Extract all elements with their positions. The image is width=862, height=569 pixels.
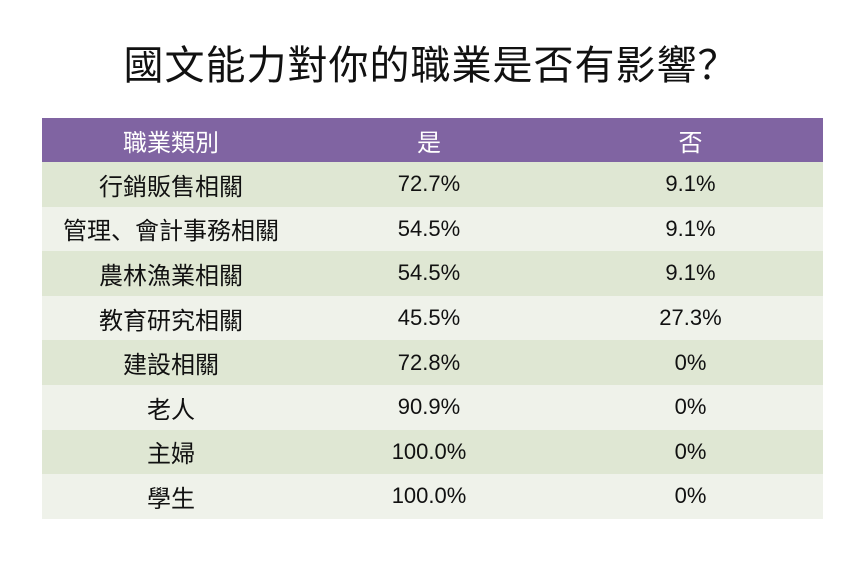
no-percent-cell: 9.1% (558, 251, 823, 296)
occupation-cell: 管理、會計事務相關 (42, 206, 300, 252)
occupation-cell: 農林漁業相關 (42, 251, 300, 296)
yes-percent-cell: 72.8% (300, 340, 558, 385)
column-header-occupation: 職業類別 (42, 118, 300, 162)
table-row: 管理、會計事務相關 54.5% 9.1% (42, 206, 823, 252)
yes-percent-cell: 90.9% (300, 384, 558, 430)
yes-percent-cell: 45.5% (300, 295, 558, 341)
table-row: 教育研究相關 45.5% 27.3% (42, 295, 823, 341)
yes-percent-cell: 54.5% (300, 251, 558, 296)
no-percent-cell: 27.3% (558, 295, 823, 341)
table-row: 行銷販售相關 72.7% 9.1% (42, 162, 823, 207)
table-header-row: 職業類別 是 否 (42, 118, 823, 162)
no-percent-cell: 0% (558, 429, 823, 475)
occupation-cell: 行銷販售相關 (42, 162, 300, 207)
table-row: 學生 100.0% 0% (42, 474, 823, 519)
table-row: 主婦 100.0% 0% (42, 429, 823, 475)
occupation-impact-table: 職業類別 是 否 行銷販售相關 72.7% 9.1% 管理、會計事務相關 54.5% 9.… (42, 118, 823, 519)
no-percent-cell: 9.1% (558, 162, 823, 207)
table-row: 老人 90.9% 0% (42, 384, 823, 430)
no-percent-cell: 0% (558, 474, 823, 519)
column-header-no: 否 (558, 118, 823, 162)
yes-percent-cell: 72.7% (300, 162, 558, 207)
yes-percent-cell: 100.0% (300, 429, 558, 475)
no-percent-cell: 0% (558, 340, 823, 385)
yes-percent-cell: 100.0% (300, 474, 558, 519)
table-row: 建設相關 72.8% 0% (42, 340, 823, 385)
slide-title: 國文能力對你的職業是否有影響？ (123, 43, 739, 89)
occupation-cell: 建設相關 (42, 340, 300, 385)
occupation-cell: 教育研究相關 (42, 295, 300, 341)
table-body: 行銷販售相關 72.7% 9.1% 管理、會計事務相關 54.5% 9.1% 農林漁業相關 5… (42, 162, 823, 519)
occupation-cell: 老人 (42, 384, 300, 430)
column-header-yes: 是 (300, 118, 558, 162)
yes-percent-cell: 54.5% (300, 206, 558, 252)
no-percent-cell: 0% (558, 384, 823, 430)
occupation-cell: 學生 (42, 474, 300, 519)
table-row: 農林漁業相關 54.5% 9.1% (42, 251, 823, 296)
no-percent-cell: 9.1% (558, 206, 823, 252)
occupation-cell: 主婦 (42, 429, 300, 475)
